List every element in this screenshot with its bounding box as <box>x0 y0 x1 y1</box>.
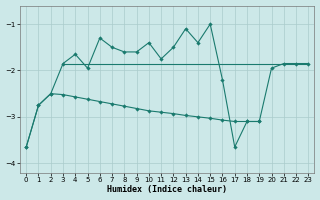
X-axis label: Humidex (Indice chaleur): Humidex (Indice chaleur) <box>107 185 227 194</box>
